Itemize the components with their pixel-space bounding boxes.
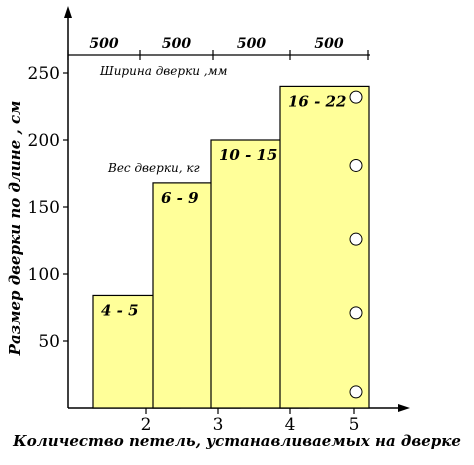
x-ticks: 2 3 4 5 (141, 408, 360, 435)
y-ticks: 50 100 150 200 250 (28, 64, 68, 352)
bar-weight-label: 6 - 9 (161, 189, 199, 207)
hinge-marker (349, 232, 363, 246)
top-axis-value: 500 (237, 36, 266, 52)
x-tick-label: 5 (349, 415, 360, 435)
y-tick-label: 250 (28, 64, 60, 84)
hinge-marker (349, 385, 363, 399)
y-tick-label: 50 (38, 332, 60, 352)
top-axis-value: 500 (89, 36, 118, 52)
top-axis-label: Ширина дверки ,мм (99, 64, 228, 78)
x-tick-label: 4 (285, 415, 296, 435)
top-axis-value: 500 (314, 36, 343, 52)
top-axis-value: 500 (162, 36, 191, 52)
bars: 4 - 5 6 - 9 10 - 15 16 - 22 (92, 85, 370, 409)
hinge-marker (349, 306, 363, 320)
y-tick-label: 100 (28, 265, 60, 285)
y-axis-arrow (64, 6, 72, 18)
y-tick-label: 150 (28, 198, 60, 218)
x-tick-label: 3 (213, 415, 224, 435)
hinge-marker (349, 90, 363, 104)
top-axis: 500 500 500 500 (67, 36, 369, 60)
weight-annotation: Вес дверки, кг (107, 161, 200, 175)
x-axis-arrow (398, 404, 410, 412)
x-tick-label: 2 (141, 415, 152, 435)
bar-weight-label: 4 - 5 (101, 301, 139, 319)
bar (279, 85, 370, 409)
x-axis-label: Количество петель, устанавливаемых на дв… (12, 432, 461, 450)
bar-weight-label: 16 - 22 (288, 92, 346, 110)
bar-weight-label: 10 - 15 (219, 146, 277, 164)
y-axis-label: Размер дверки по длине , см (6, 101, 24, 357)
hinge-marker (349, 158, 363, 172)
y-tick-label: 200 (28, 131, 60, 151)
